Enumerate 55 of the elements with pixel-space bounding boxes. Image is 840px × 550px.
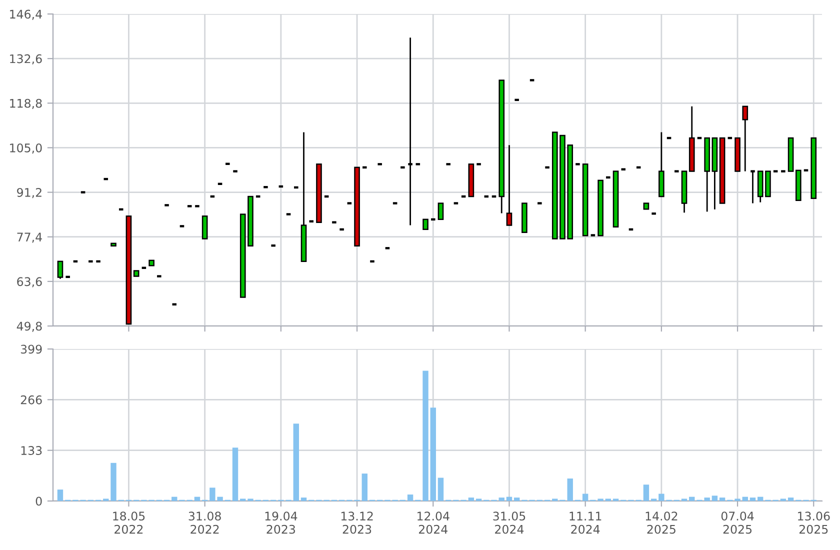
y-tick-label: 49,8 — [16, 322, 42, 332]
x-tick-label: 19.04 2023 — [265, 512, 298, 534]
bar — [430, 408, 436, 501]
candlestick — [369, 260, 376, 263]
bar — [232, 448, 238, 501]
candlestick — [750, 170, 756, 204]
x-tick-label: 13.12 2023 — [341, 512, 373, 534]
y-tick-label: 399 — [20, 344, 42, 354]
bar — [438, 478, 444, 501]
bar — [514, 498, 520, 501]
y-tick-label: 118,8 — [10, 98, 42, 109]
y-tick-label: 0 — [36, 496, 42, 506]
bar — [506, 496, 512, 501]
bar — [57, 490, 64, 501]
y-tick-label: 105,0 — [10, 143, 42, 154]
y-tick-label: 132,6 — [10, 54, 42, 64]
bar — [468, 498, 474, 501]
x-tick-label: 18.05 2022 — [113, 512, 145, 534]
y-tick-label: 77,4 — [17, 232, 42, 243]
y-tick-label: 91,2 — [17, 188, 42, 198]
x-tick-label: 31.08 2022 — [188, 512, 221, 534]
bar — [643, 484, 650, 501]
candlestick — [422, 218, 428, 230]
candlestick — [742, 106, 748, 172]
bar — [582, 494, 588, 501]
x-tick-label: 31.05 2024 — [493, 512, 526, 534]
x-tick-label: 14.02 2025 — [646, 512, 678, 534]
bar — [758, 496, 764, 501]
bar — [788, 498, 794, 501]
bar — [750, 498, 756, 501]
y-tick-label: 266 — [20, 395, 42, 404]
y-tick-label: 63,6 — [17, 277, 42, 288]
x-tick-label: 07.04 2025 — [721, 512, 754, 534]
bar — [689, 496, 695, 501]
bar — [498, 498, 504, 501]
bar — [110, 462, 116, 501]
bar — [712, 496, 718, 501]
y-tick-label: 146,4 — [10, 10, 42, 20]
bar — [293, 424, 299, 501]
candlestick — [506, 144, 512, 226]
candlestick — [57, 260, 64, 280]
x-tick-label: 11.11 2024 — [570, 512, 602, 534]
y-tick-label: 133 — [21, 446, 42, 455]
bar — [407, 494, 414, 501]
bar — [172, 496, 178, 501]
candlestick — [438, 202, 444, 220]
bar — [567, 478, 573, 501]
bar — [742, 496, 748, 501]
bar — [362, 474, 368, 501]
candlestick — [202, 216, 208, 240]
bar — [719, 498, 726, 501]
x-tick-label: 12.04 2024 — [418, 512, 450, 534]
bar — [300, 498, 307, 501]
bar — [194, 496, 200, 501]
x-tick-label: 13.06 2025 — [798, 512, 830, 534]
